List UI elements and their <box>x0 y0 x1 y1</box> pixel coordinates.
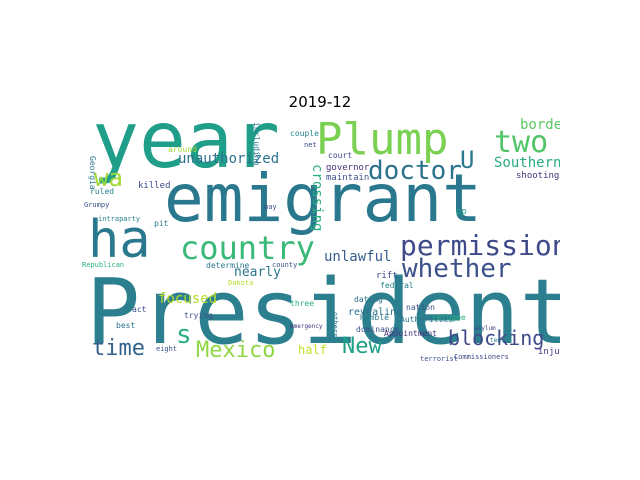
word-permission: permission <box>400 229 560 262</box>
word-whether: whether <box>402 254 512 284</box>
word-dating: dating <box>354 295 383 304</box>
word-wa: wa <box>94 164 123 192</box>
word-including: including <box>252 122 261 166</box>
word-authorities: Authorities <box>400 315 453 324</box>
word-ha: ha <box>88 210 151 270</box>
word-asylum: asylum <box>474 325 496 332</box>
word-governor: governor <box>326 163 370 173</box>
word-two: two <box>494 125 549 160</box>
word-grumpy: Grumpy <box>84 201 110 209</box>
word-time: time <box>92 336 145 361</box>
word-around: around <box>168 145 197 154</box>
word-three: three <box>290 299 315 308</box>
word-pit: pit <box>154 219 169 228</box>
word-nation: nation <box>406 303 435 312</box>
word-nearly: nearly <box>234 265 281 280</box>
word-crossing: crossing <box>309 164 325 232</box>
word-terrorist: terrorist <box>420 355 458 363</box>
word-determine: determine <box>206 261 250 270</box>
word-southern: Southern <box>494 155 560 171</box>
figure-title: 2019-12 <box>288 93 352 111</box>
word-republican: Republican <box>82 261 125 269</box>
word-pp: pp <box>456 207 467 217</box>
word-net: net <box>304 141 317 149</box>
word-ruled: ruled <box>90 187 115 196</box>
word-couple: couple <box>290 129 319 138</box>
word-doctor: doctor <box>368 156 462 186</box>
word-humble: Humble <box>360 313 389 322</box>
word-tens: tens <box>490 337 505 344</box>
word-half: half <box>298 343 327 357</box>
word-emigrant: emigrant <box>164 160 482 237</box>
word-federal: federal <box>380 281 414 290</box>
word-blocking: blocking <box>448 326 545 350</box>
word-commissioners: Commissioners <box>454 353 509 361</box>
word-best: best <box>116 321 136 330</box>
word-year: year <box>92 116 280 186</box>
word-county: county <box>272 261 298 269</box>
word-plump: Plump <box>316 116 449 165</box>
word-unlawful: unlawful <box>324 249 392 265</box>
word-cloud: President year emigrant Plump ha country… <box>80 116 560 370</box>
word-others: others <box>331 312 339 338</box>
word-dominance: dominance <box>356 325 400 334</box>
word-country: country <box>180 229 315 267</box>
word-rift: rift <box>376 271 398 281</box>
word-mexico: Mexico <box>196 338 276 363</box>
word-u: U <box>460 146 475 174</box>
word-focused: focused <box>158 291 218 307</box>
word-emergency: emergency <box>290 323 323 330</box>
word-intraparty: intraparty <box>98 215 141 223</box>
word-georgia: Georgia <box>88 156 97 190</box>
word-killed: killed <box>138 181 171 191</box>
word-dakota: Dakota <box>228 279 254 287</box>
word-revealing: revealing <box>348 307 403 318</box>
word-border: border <box>520 117 560 133</box>
word-may: may <box>264 203 277 211</box>
word-new: New <box>342 334 382 359</box>
word-refugee: refugee <box>432 313 466 322</box>
word-s: s <box>176 320 192 350</box>
word-court: court <box>328 151 353 160</box>
word-trying: trying <box>184 311 213 320</box>
word-shooting: shooting <box>516 171 560 181</box>
word-president: President <box>86 260 560 365</box>
word-act: act <box>132 305 147 314</box>
word-eight: eight <box>156 345 178 353</box>
word-unauthorized: unauthorized <box>178 151 280 167</box>
word-injured: injured <box>538 347 560 357</box>
word-appointment: Appointment <box>384 329 437 338</box>
word-maintain: maintain <box>326 173 370 183</box>
